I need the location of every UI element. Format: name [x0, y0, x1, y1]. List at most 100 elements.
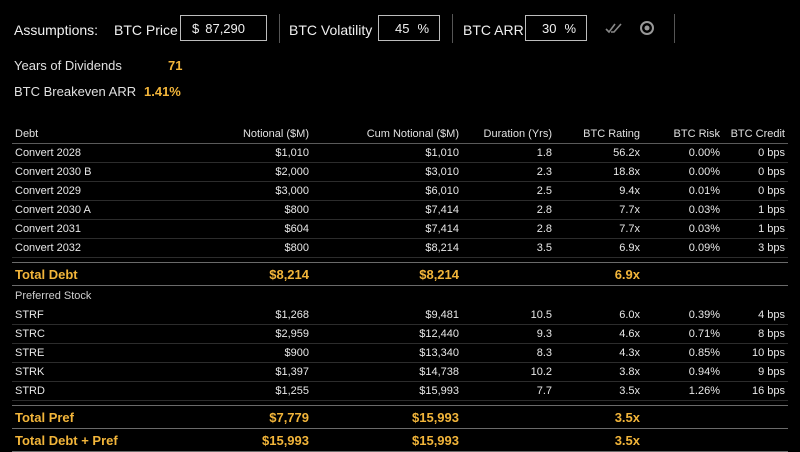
total-debt-pref-row-cell: [643, 429, 723, 452]
table-row: STRK $1,397 $14,738 10.2 3.8x 0.94% 9 bps: [12, 363, 788, 382]
table-row-cell: 7.7: [536, 385, 552, 397]
table-row-cell: $7,414: [425, 223, 459, 235]
table-row-cell: $3,000: [275, 185, 309, 197]
table-row-cell: 4.3x: [619, 347, 640, 359]
table-row-cell: 9.3: [536, 328, 552, 340]
table-row-cell: $1,255: [275, 385, 309, 397]
table-row-cell: $1,397: [275, 366, 309, 378]
total-pref-row: Total Pref $7,779 $15,993 3.5x: [12, 405, 788, 429]
total-debt-row-cell: Total Debt: [15, 266, 78, 282]
table-row-cell: 7.7x: [619, 223, 640, 235]
table-row-cell: 2.5: [536, 185, 552, 197]
total-debt-pref-row-cell: 3.5x: [614, 432, 640, 448]
credit-table: Debt Notional ($M) Cum Notional ($M) Durati…: [12, 124, 788, 452]
table-row-cell: $800: [284, 204, 309, 216]
table-header-cell: Duration (Yrs): [483, 127, 552, 140]
reset-icon[interactable]: [638, 20, 656, 36]
btc-arr-suffix: %: [564, 20, 576, 36]
table-row-cell: $1,010: [425, 147, 459, 159]
btc-breakeven-arr-value: 1.41%: [144, 84, 181, 99]
table-header-cell: BTC Rating: [583, 127, 640, 140]
table-row-cell: 2.8: [536, 223, 552, 235]
table-row-cell: $8,214: [425, 242, 459, 254]
table-header-cell: BTC Credit: [730, 127, 785, 140]
btc-volatility-input[interactable]: 45 %: [378, 15, 440, 41]
table-row-cell: 3 bps: [758, 242, 785, 254]
table-header-cell: Cum Notional ($M): [366, 127, 459, 140]
table-row-cell: STRE: [15, 347, 45, 359]
years-of-dividends-value: 71: [168, 58, 183, 73]
table-row-cell: 3.8x: [619, 366, 640, 378]
table-row-cell: 0.00%: [688, 166, 720, 178]
years-of-dividends-label: Years of Dividends: [14, 58, 122, 73]
table-row-cell: $1,268: [275, 309, 309, 321]
btc-arr-input[interactable]: 30 %: [525, 15, 587, 41]
total-debt-pref-row: Total Debt + Pref $15,993 $15,993 3.5x: [12, 428, 788, 452]
btc-volatility-value: 45: [394, 20, 410, 36]
total-debt-row-cell: $8,214: [269, 266, 309, 282]
table-header-cell: BTC Risk: [673, 127, 720, 140]
table-row-cell: 7.7x: [619, 204, 640, 216]
assumptions-bar: Assumptions: BTC Price $ 87,290 BTC Vola…: [0, 0, 800, 58]
btc-price-input[interactable]: $ 87,290: [180, 15, 267, 41]
table-row-cell: $12,440: [419, 328, 459, 340]
table-row-cell: 0.00%: [688, 147, 720, 159]
table-row-cell: 2.3: [536, 166, 552, 178]
table-row: Convert 2032 $800 $8,214 3.5 6.9x 0.09% 3 bps: [12, 239, 788, 258]
table-row-cell: Convert 2028: [15, 147, 82, 159]
total-debt-row-cell: 6.9x: [614, 266, 640, 282]
table-row-cell: 1.8: [536, 147, 552, 159]
table-row-cell: STRK: [15, 366, 45, 378]
table-row-cell: 0 bps: [758, 147, 785, 159]
table-row-cell: 0 bps: [758, 166, 785, 178]
table-row: STRE $900 $13,340 8.3 4.3x 0.85% 10 bps: [12, 344, 788, 363]
table-row-cell: $604: [284, 223, 309, 235]
table-row-cell: Convert 2030 A: [15, 204, 91, 216]
table-row-cell: 9 bps: [758, 366, 785, 378]
table-row-cell: 10.2: [530, 366, 552, 378]
table-row-cell: 4 bps: [758, 309, 785, 321]
btc-volatility-label: BTC Volatility: [289, 22, 373, 38]
table-row: STRF $1,268 $9,481 10.5 6.0x 0.39% 4 bps: [12, 306, 788, 325]
table-row-cell: 0.01%: [688, 185, 720, 197]
total-debt-row-cell: [723, 263, 788, 286]
table-row-cell: 6.9x: [619, 242, 640, 254]
table-row-cell: 2.8: [536, 204, 552, 216]
divider: [674, 14, 675, 43]
btc-price-prefix: $: [192, 20, 200, 36]
table-row-cell: $1,010: [275, 147, 309, 159]
table-row-cell: 0.09%: [688, 242, 720, 254]
total-debt-row-cell: [462, 263, 555, 286]
table-row-cell: 10.5: [530, 309, 552, 321]
table-row-cell: 8.3: [536, 347, 552, 359]
table-row-cell: $9,481: [425, 309, 459, 321]
table-row-cell: 0.03%: [688, 204, 720, 216]
total-debt-row-cell: [643, 263, 723, 286]
total-pref-row-cell: $7,779: [269, 409, 309, 425]
table-row-cell: $2,000: [275, 166, 309, 178]
total-debt-pref-row-cell: [723, 429, 788, 452]
table-row-cell: 0.71%: [688, 328, 720, 340]
divider: [279, 14, 280, 43]
table-row-cell: 0.85%: [688, 347, 720, 359]
table-row-cell: 8 bps: [758, 328, 785, 340]
table-row-cell: $14,738: [419, 366, 459, 378]
table-row: Convert 2028 $1,010 $1,010 1.8 56.2x 0.00% 0 b…: [12, 144, 788, 163]
total-debt-pref-row-cell: Total Debt + Pref: [15, 432, 118, 448]
total-debt-pref-row-cell: [462, 429, 555, 452]
table-header: Debt Notional ($M) Cum Notional ($M) Durati…: [12, 124, 788, 144]
table-row-cell: 56.2x: [613, 147, 640, 159]
table-header-cell: Notional ($M): [242, 127, 309, 140]
table-row-cell: Convert 2031: [15, 223, 82, 235]
table-row-cell: 1 bps: [758, 223, 785, 235]
table-row: STRC $2,959 $12,440 9.3 4.6x 0.71% 8 bps: [12, 325, 788, 344]
table-row-cell: $7,414: [425, 204, 459, 216]
table-row: STRD $1,255 $15,993 7.7 3.5x 1.26% 16 bps: [12, 382, 788, 401]
table-row-cell: 16 bps: [751, 385, 785, 397]
total-debt-pref-row-cell: $15,993: [262, 432, 309, 448]
table-row-cell: 18.8x: [613, 166, 640, 178]
table-row-cell: $900: [284, 347, 309, 359]
double-check-icon[interactable]: [605, 20, 623, 36]
section-label: Preferred Stock: [15, 290, 92, 302]
table-row-cell: 10 bps: [751, 347, 785, 359]
